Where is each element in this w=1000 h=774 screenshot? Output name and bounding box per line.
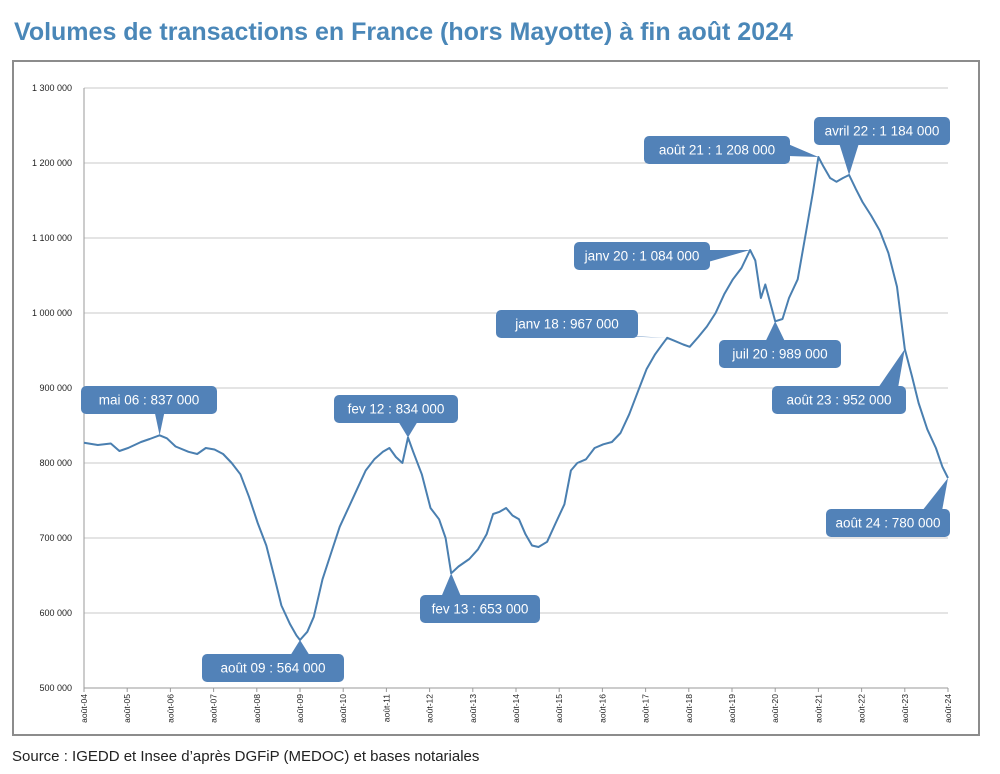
x-tick-label: août-15 xyxy=(554,694,564,723)
callout-pointer xyxy=(878,349,905,388)
callout-label: janv 20 : 1 084 000 xyxy=(584,249,700,264)
x-tick-label: août-23 xyxy=(900,694,910,723)
callout-pointer xyxy=(708,250,751,262)
callout-label: fev 13 : 653 000 xyxy=(432,602,529,617)
y-tick-label: 1 200 000 xyxy=(32,158,72,168)
callouts: mai 06 : 837 000 août 09 : 564 000 fev 12 … xyxy=(81,117,950,682)
x-tick-label: août-07 xyxy=(209,694,219,723)
callout: juil 20 : 989 000 xyxy=(719,321,841,368)
x-tick-label: août-21 xyxy=(813,694,823,723)
series-group xyxy=(83,156,949,641)
callout-box xyxy=(334,395,458,423)
x-tick-label: août-22 xyxy=(857,694,867,723)
callout-pointer xyxy=(922,478,948,511)
x-tick-label: août-18 xyxy=(684,694,694,723)
callout-box xyxy=(719,340,841,368)
y-axis-ticks: 500 000 600 000 700 000 800 000 900 000 1 000… xyxy=(32,83,72,693)
x-tick-label: août-10 xyxy=(338,694,348,723)
callout-box xyxy=(814,117,950,145)
callout-pointer xyxy=(290,640,310,656)
callout-label: mai 06 : 837 000 xyxy=(99,393,200,408)
x-tick-label: août-09 xyxy=(295,694,305,723)
line-chart: 500 000 600 000 700 000 800 000 900 000 1 000… xyxy=(32,83,953,723)
callout-box xyxy=(81,386,217,414)
callout: janv 18 : 967 000 xyxy=(496,310,668,338)
callout: mai 06 : 837 000 xyxy=(81,386,217,436)
callout: janv 20 : 1 084 000 xyxy=(574,242,751,270)
x-tick-label: août-11 xyxy=(381,694,391,722)
callout: août 23 : 952 000 xyxy=(772,349,906,414)
y-tick-label: 900 000 xyxy=(39,383,72,393)
x-tick-label: août-12 xyxy=(425,694,435,723)
x-axis-ticks: août-04 août-05 août-06 août-07 août-08 août-… xyxy=(79,694,953,723)
callout-pointer xyxy=(839,143,860,175)
y-tick-label: 500 000 xyxy=(39,683,72,693)
chart-title: Volumes de transactions en France (hors … xyxy=(14,18,793,46)
callout: août 21 : 1 208 000 xyxy=(644,136,819,164)
callout-box xyxy=(826,509,950,537)
x-tick-label: août-04 xyxy=(79,694,89,723)
callout: fev 13 : 653 000 xyxy=(420,573,540,623)
x-tick-label: août-19 xyxy=(727,694,737,723)
x-tick-label: août-13 xyxy=(468,694,478,723)
callout-box xyxy=(574,242,710,270)
y-tick-label: 700 000 xyxy=(39,533,72,543)
x-tick-label: août-06 xyxy=(165,694,175,723)
x-tick-label: août-24 xyxy=(943,694,953,723)
callout: avril 22 : 1 184 000 xyxy=(814,117,950,175)
callout-box xyxy=(202,654,344,682)
y-tick-label: 800 000 xyxy=(39,458,72,468)
x-tick-label: août-08 xyxy=(252,694,262,723)
callout-pointer xyxy=(788,144,819,157)
callout-label: fev 12 : 834 000 xyxy=(348,402,445,417)
callout-label: août 09 : 564 000 xyxy=(220,661,325,676)
callout-pointer xyxy=(398,421,418,438)
callout: fev 12 : 834 000 xyxy=(334,395,458,438)
callout-label: août 24 : 780 000 xyxy=(835,516,940,531)
source-note: Source : IGEDD et Insee d’après DGFiP (M… xyxy=(12,748,480,765)
y-tick-label: 600 000 xyxy=(39,608,72,618)
callout-label: août 23 : 952 000 xyxy=(786,393,891,408)
x-tick-label: août-17 xyxy=(641,694,651,723)
callout-box xyxy=(772,386,906,414)
x-tick-label: août-20 xyxy=(770,694,780,723)
callout-pointer xyxy=(765,321,786,342)
callout-box xyxy=(644,136,790,164)
callout-label: janv 18 : 967 000 xyxy=(514,317,619,332)
callout-box xyxy=(496,310,638,338)
y-tick-label: 1 100 000 xyxy=(32,233,72,243)
x-tick-label: août-14 xyxy=(511,694,521,723)
callout-label: avril 22 : 1 184 000 xyxy=(825,124,940,139)
series-line xyxy=(83,156,949,641)
x-tick-label: août-16 xyxy=(597,694,607,723)
callout: août 24 : 780 000 xyxy=(826,478,950,537)
callout-box xyxy=(420,595,540,623)
callout-pointer xyxy=(610,336,668,338)
callout-label: juil 20 : 989 000 xyxy=(731,347,827,362)
callout: août 09 : 564 000 xyxy=(202,640,344,682)
x-tick-label: août-05 xyxy=(122,694,132,723)
callout-label: août 21 : 1 208 000 xyxy=(659,143,775,158)
y-tick-label: 1 000 000 xyxy=(32,308,72,318)
chart-frame: 500 000 600 000 700 000 800 000 900 000 1 000… xyxy=(12,60,980,736)
callout-pointer xyxy=(441,573,462,597)
y-tick-label: 1 300 000 xyxy=(32,83,72,93)
